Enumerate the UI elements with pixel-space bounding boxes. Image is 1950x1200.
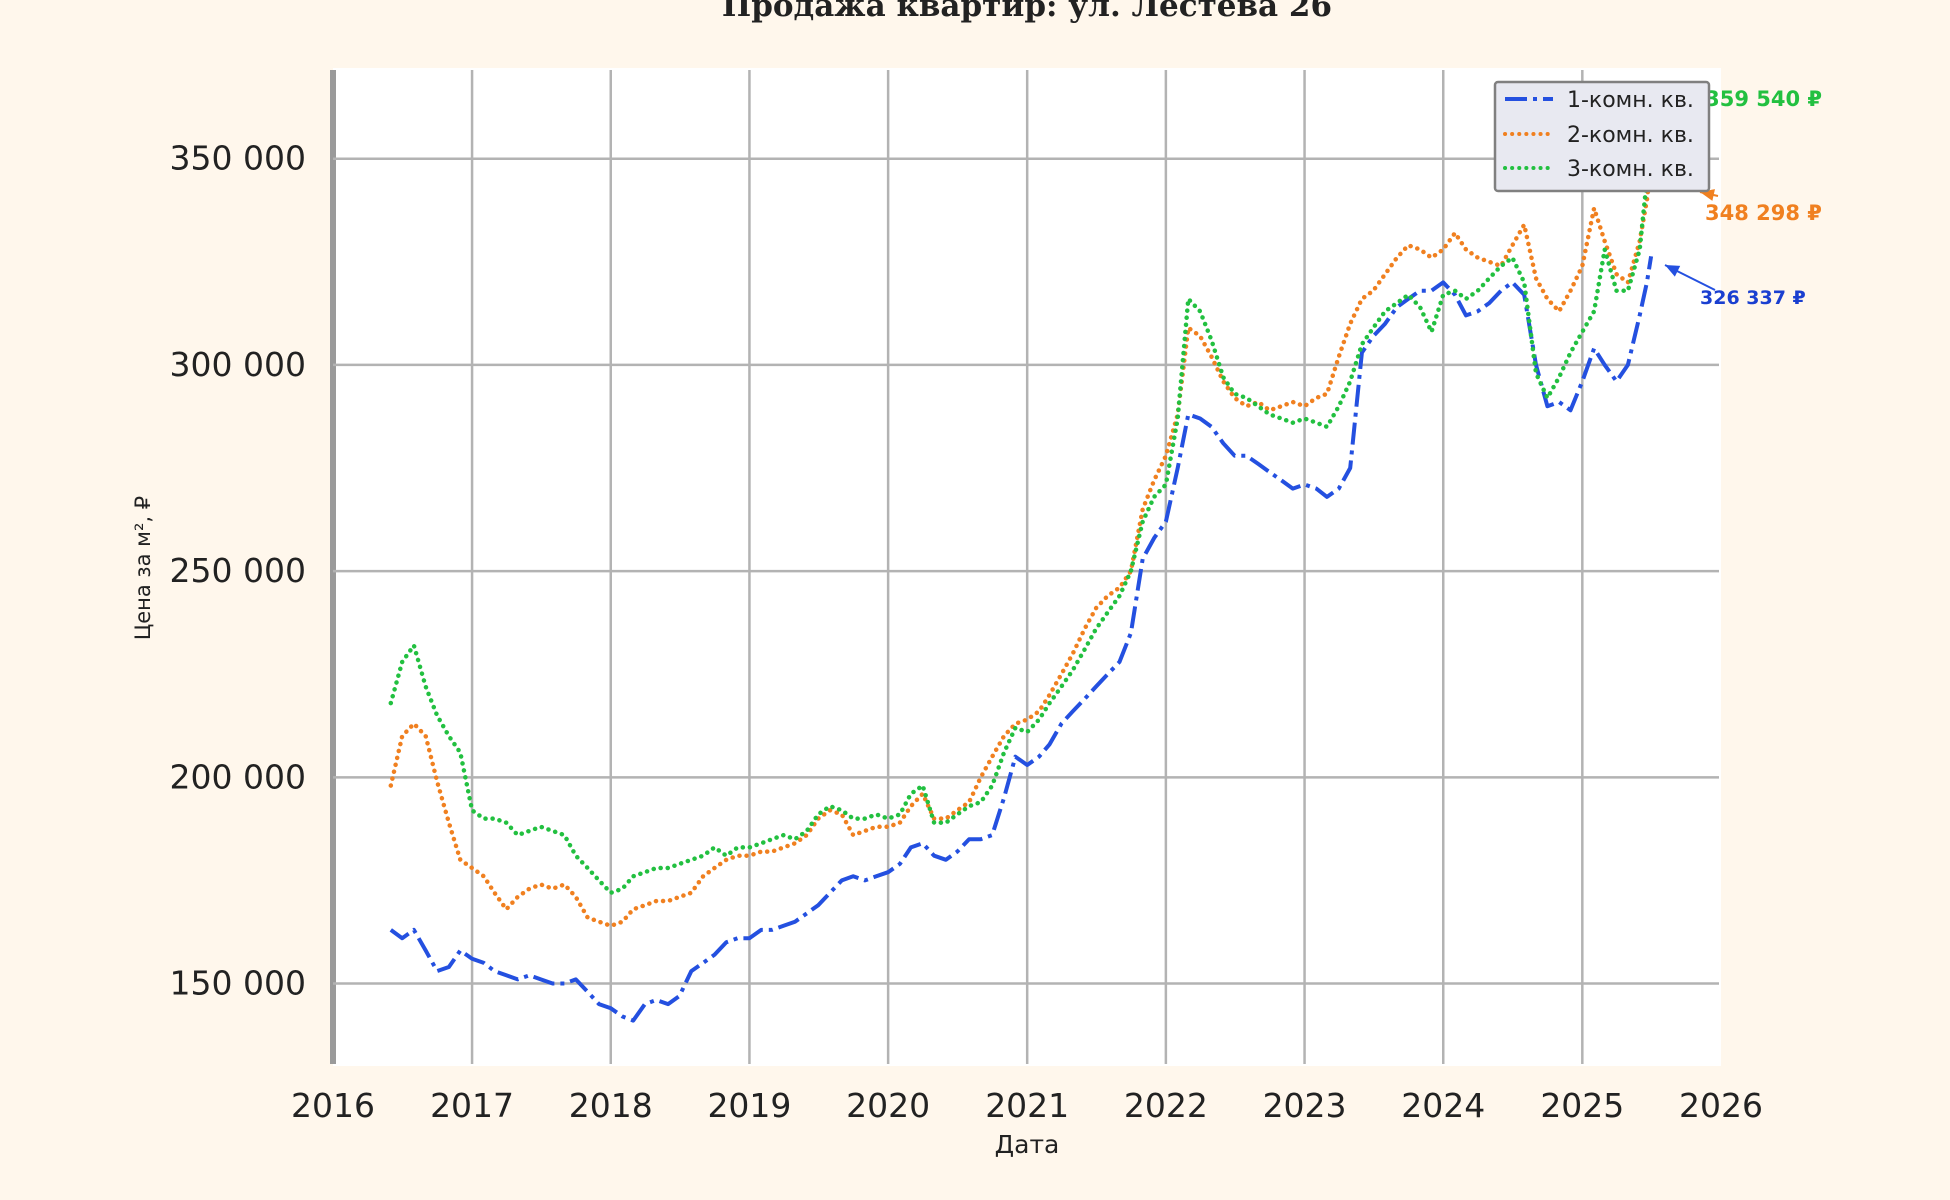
legend-label-3-room: 3-комн. кв. [1567,157,1694,182]
x-tick-label: 2025 [1540,1086,1624,1125]
legend-label-2-room: 2-комн. кв. [1567,123,1694,148]
x-tick-labels: 2016 2017 2018 2019 2020 2021 2022 2023 2024 2025… [291,1086,1763,1125]
x-tick-label: 2024 [1401,1086,1485,1125]
x-tick-label: 2026 [1679,1086,1763,1125]
series-lines [388,117,1654,1023]
legend-box [1493,80,1711,193]
chart-title: Продажа квартир: ул. Лестева 26 [722,0,1332,24]
end-annotations: 326 337 ₽ 348 298 ₽ 359 540 ₽ [1664,87,1822,309]
x-tick-label: 2019 [707,1086,791,1125]
x-tick-label: 2016 [291,1086,375,1125]
y-tick-label: 150 000 [170,964,306,1003]
y-tick-label: 300 000 [170,345,306,384]
end-label-1-room: 326 337 ₽ [1700,287,1806,309]
end-label-2-room: 348 298 ₽ [1705,201,1822,225]
y-tick-labels: 150 000 200 000 250 000 300 000 350 000 [170,139,306,1003]
x-tick-label: 2022 [1124,1086,1208,1125]
y-axis-label: Цена за м², ₽ [131,496,155,640]
legend-label-1-room: 1-комн. кв. [1567,88,1694,113]
y-tick-label: 350 000 [170,139,306,178]
x-axis-label: Дата [995,1130,1060,1159]
x-tick-label: 2018 [569,1086,653,1125]
series-line-1-room [389,255,1654,1023]
grid-lines [333,70,1719,1064]
series-line-2-room [388,163,1654,929]
x-tick-label: 2017 [430,1086,514,1125]
annotation-arrowhead [1665,265,1681,277]
series-line-3-room [388,117,1654,896]
end-label-3-room: 359 540 ₽ [1705,87,1822,111]
y-tick-label: 250 000 [170,551,306,590]
x-tick-label: 2021 [985,1086,1069,1125]
y-tick-label: 200 000 [170,757,306,796]
legend: 1-комн. кв. 2-комн. кв. 3-комн. кв. [1493,80,1711,193]
x-tick-label: 2023 [1263,1086,1347,1125]
x-tick-label: 2020 [846,1086,930,1125]
